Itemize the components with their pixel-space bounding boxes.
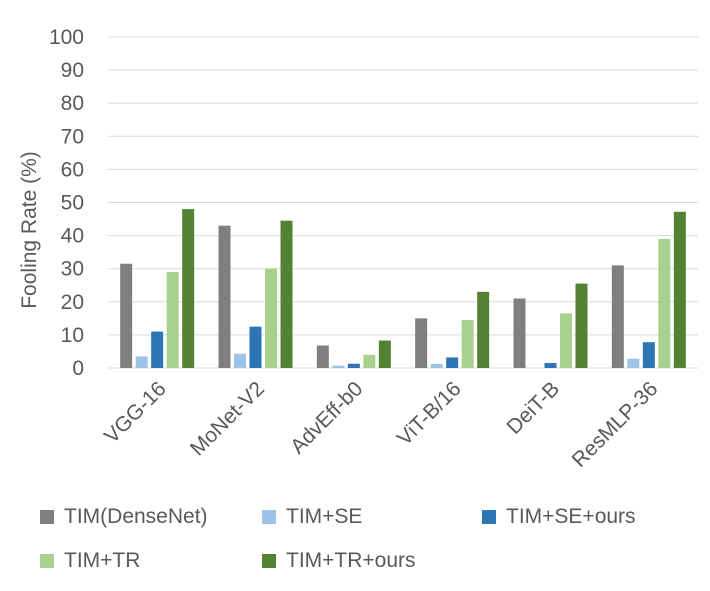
x-category-label: AdvEff-b0 (286, 377, 367, 458)
x-category-label: DeiT-B (502, 377, 564, 439)
y-axis-ticks: 0 10 20 30 40 50 60 70 80 90 100 (49, 26, 84, 380)
bar (544, 363, 557, 368)
y-tick-label: 10 (61, 324, 84, 347)
y-tick-label: 50 (61, 192, 84, 215)
x-category-label: VGG-16 (100, 377, 171, 448)
y-tick-label: 60 (61, 158, 84, 181)
bar (446, 357, 459, 368)
y-tick-label: 40 (61, 225, 84, 248)
bar (120, 263, 133, 368)
x-category-label: ViT-B/16 (393, 377, 466, 450)
bar (151, 331, 164, 368)
bar (627, 358, 640, 368)
y-tick-label: 20 (61, 291, 84, 314)
bar (166, 272, 179, 368)
bar (249, 326, 262, 368)
bar (513, 298, 526, 368)
bar (430, 364, 443, 368)
bar (234, 353, 246, 368)
bar (280, 220, 293, 368)
y-tick-label: 100 (49, 26, 84, 49)
bar (575, 283, 588, 368)
y-tick-label: 80 (61, 92, 84, 115)
x-category-label: ResMLP-36 (568, 377, 663, 472)
bar (347, 363, 360, 368)
bar (658, 238, 671, 368)
bar (477, 291, 490, 368)
x-axis-categories: VGG-16 MoNet-V2 AdvEff-b0 ViT-B/16 DeiT-B Res… (100, 377, 662, 472)
bar (378, 340, 391, 368)
bar (363, 354, 376, 368)
bars (120, 209, 686, 368)
y-axis-label: Fooling Rate (%) (18, 151, 41, 309)
bar (182, 209, 195, 368)
bar (673, 211, 686, 368)
y-tick-label: 30 (61, 258, 84, 281)
bar (135, 356, 148, 368)
bar (415, 318, 428, 368)
bar (316, 345, 329, 368)
bar (218, 225, 231, 368)
bar (560, 313, 572, 368)
bar (642, 342, 655, 368)
y-tick-label: 90 (61, 59, 84, 82)
bar (611, 265, 624, 368)
bar (461, 320, 474, 368)
gridlines (108, 36, 698, 369)
y-tick-label: 70 (61, 125, 84, 148)
y-tick-label: 0 (72, 357, 84, 380)
bar (332, 365, 345, 368)
bar (265, 268, 277, 368)
x-category-label: MoNet-V2 (186, 377, 269, 460)
